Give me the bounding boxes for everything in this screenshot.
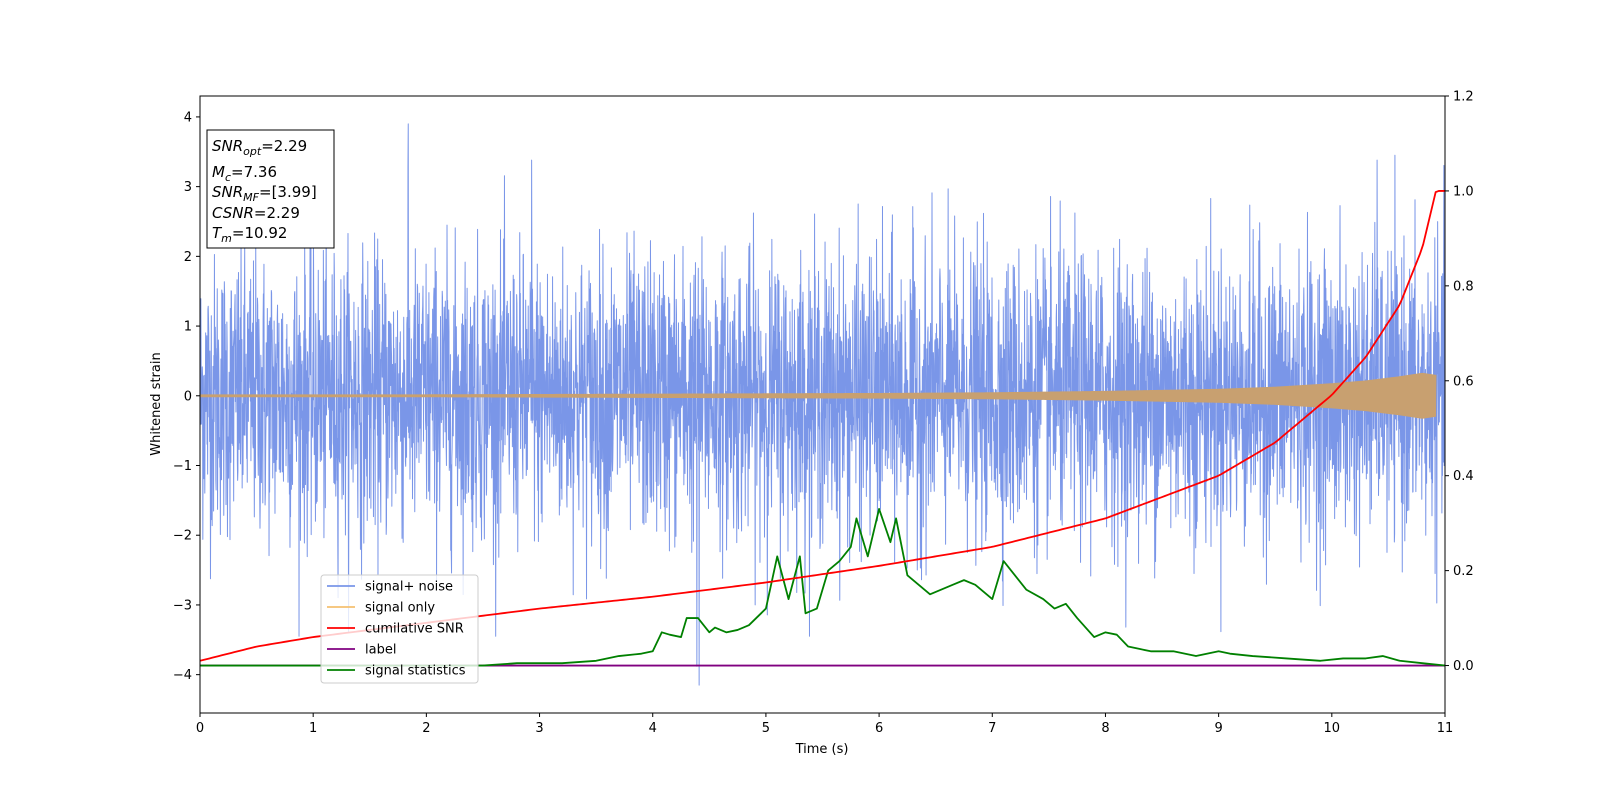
- legend-label: label: [365, 643, 396, 658]
- annotation-line: SNRopt=2.29: [212, 137, 307, 158]
- x-tick-label: 3: [535, 721, 543, 736]
- annotation-line: CSNR=2.29: [212, 204, 300, 222]
- x-axis: 0 1 2 3 4 5 6 7 8 9 10 11: [196, 713, 1453, 736]
- y-axis-right: 0.0 0.2 0.4 0.6 0.8 1.0 1.2: [1445, 90, 1474, 674]
- y2-tick-label: 1.0: [1453, 184, 1474, 199]
- series-signal-only: [200, 372, 1437, 419]
- legend: signal+ noise signal only cumilative SNR la…: [320, 574, 479, 684]
- y2-tick-label: 0.8: [1453, 279, 1474, 294]
- series-signal-statistics: [200, 508, 1445, 667]
- y2-tick-label: 0.2: [1453, 564, 1474, 579]
- x-tick-label: 7: [988, 721, 996, 736]
- y2-tick-label: 0.4: [1453, 469, 1474, 484]
- legend-label: cumilative SNR: [365, 622, 464, 637]
- y-tick-label: 2: [184, 250, 192, 265]
- annotation-line: Tm=10.92: [212, 224, 287, 245]
- y-tick-label: 1: [184, 320, 192, 335]
- x-tick-label: 6: [875, 721, 883, 736]
- legend-frame: [320, 574, 479, 684]
- y2-tick-label: 1.2: [1453, 90, 1474, 105]
- y-tick-label: 3: [184, 180, 192, 195]
- y-tick-label: −1: [173, 459, 192, 474]
- x-tick-label: 8: [1101, 721, 1109, 736]
- y-tick-label: 0: [184, 389, 192, 404]
- y2-tick-label: 0.6: [1453, 374, 1474, 389]
- y-tick-label: −4: [173, 668, 192, 683]
- legend-label: signal only: [365, 601, 435, 616]
- legend-label: signal statistics: [365, 664, 466, 679]
- x-tick-label: 1: [309, 721, 317, 736]
- x-tick-label: 0: [196, 721, 204, 736]
- x-tick-label: 9: [1214, 721, 1222, 736]
- signal-only-layer: [200, 372, 1437, 419]
- x-axis-label: Time (s): [795, 742, 849, 757]
- legend-label: signal+ noise: [365, 580, 453, 595]
- y-tick-label: −2: [173, 529, 192, 544]
- annotation-line: Mc=7.36: [212, 163, 277, 184]
- y-tick-label: −3: [173, 598, 192, 613]
- y-axis-label: Whitened strain: [149, 352, 164, 455]
- x-tick-label: 5: [762, 721, 770, 736]
- x-tick-label: 4: [649, 721, 657, 736]
- y-axis-left: −4 −3 −2 −1 0 1 2 3 4: [173, 110, 200, 683]
- plot-frame: [199, 95, 1446, 714]
- annotation-line: SNRMF=[3.99]: [212, 183, 317, 204]
- annotation-frame: [206, 129, 335, 249]
- x-tick-label: 2: [422, 721, 430, 736]
- x-tick-label: 10: [1324, 721, 1341, 736]
- x-tick-label: 11: [1437, 721, 1454, 736]
- y-tick-label: 4: [184, 110, 192, 125]
- y2-tick-label: 0.0: [1453, 659, 1474, 674]
